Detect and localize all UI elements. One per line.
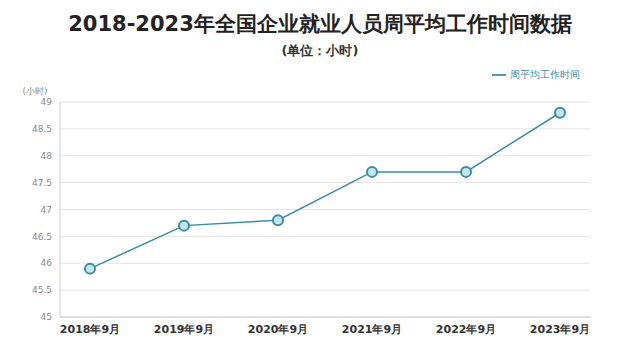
svg-text:48.5: 48.5 [32,124,52,134]
svg-text:45.5: 45.5 [32,285,52,295]
svg-text:(小时): (小时) [22,86,47,96]
svg-text:2020年9月: 2020年9月 [248,323,308,336]
svg-text:48: 48 [41,151,53,161]
svg-text:47.5: 47.5 [32,178,52,188]
svg-text:2022年9月: 2022年9月 [436,323,496,336]
svg-text:47: 47 [41,205,52,215]
html-text:2018-2023年全国企业就业人员周平均工作时间数据: 2018-2023年全国企业就业人员周平均工作时间数据 [68,12,572,36]
svg-text:46: 46 [41,258,53,268]
svg-text:46.5: 46.5 [32,232,52,242]
html-text:(单位：小时): (单位：小时) [281,43,359,58]
svg-text:2023年9月: 2023年9月 [530,323,590,336]
svg-text:45: 45 [41,312,52,322]
svg-text:49: 49 [41,97,53,107]
html-text:周平均工作时间: 周平均工作时间 [510,69,580,80]
svg-text:2019年9月: 2019年9月 [154,323,214,336]
svg-text:2021年9月: 2021年9月 [342,323,402,336]
svg-text:2018年9月: 2018年9月 [60,323,120,336]
